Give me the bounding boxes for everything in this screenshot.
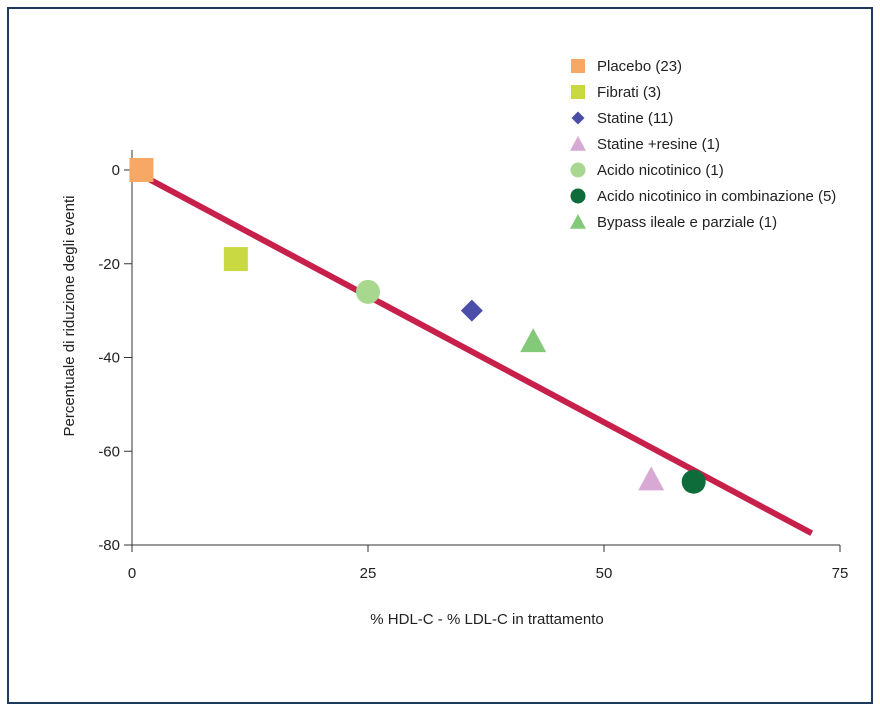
x-tick-label: 25 [360, 565, 377, 582]
data-point [223, 247, 248, 272]
legend-marker [571, 59, 585, 73]
legend-label: Placebo (23) [597, 58, 682, 75]
axes: 0 25 50 75 0 -20 -40 -60 -80 [98, 150, 848, 582]
data-point [460, 299, 483, 322]
y-tick-label: -80 [98, 537, 120, 554]
data-point [520, 328, 547, 353]
legend-marker [570, 214, 586, 229]
legend-marker [571, 85, 585, 99]
legend-marker [570, 136, 586, 151]
data-point [356, 279, 380, 304]
legend-label: Acido nicotinico in combinazione (5) [597, 188, 836, 205]
y-tick-label: -40 [98, 350, 120, 367]
data-points [129, 158, 706, 494]
legend-label: Acido nicotinico (1) [597, 162, 724, 179]
y-tick-label: 0 [112, 162, 120, 179]
legend-marker [571, 111, 585, 125]
data-point [681, 469, 706, 494]
legend-marker [570, 162, 586, 178]
x-tick-label: 0 [128, 565, 136, 582]
data-point [129, 158, 154, 182]
y-axis-label: Percentuale di riduzione degli eventi [61, 196, 78, 437]
x-axis-label: % HDL-C - % LDL-C in trattamento [370, 611, 603, 628]
x-tick-label: 50 [596, 565, 613, 582]
y-tick-label: -60 [98, 443, 120, 460]
legend-marker [570, 188, 586, 204]
legend-label: Fibrati (3) [597, 84, 661, 101]
chart-frame [7, 7, 873, 704]
legend-label: Statine (11) [597, 110, 673, 127]
legend-label: Bypass ileale e parziale (1) [597, 214, 777, 231]
x-tick-label: 75 [832, 565, 849, 582]
y-tick-label: -20 [98, 256, 120, 273]
legend-label: Statine +resine (1) [597, 136, 720, 153]
data-point [638, 466, 665, 491]
legend: Placebo (23) Fibrati (3) Statine (11) Stati… [570, 58, 836, 231]
